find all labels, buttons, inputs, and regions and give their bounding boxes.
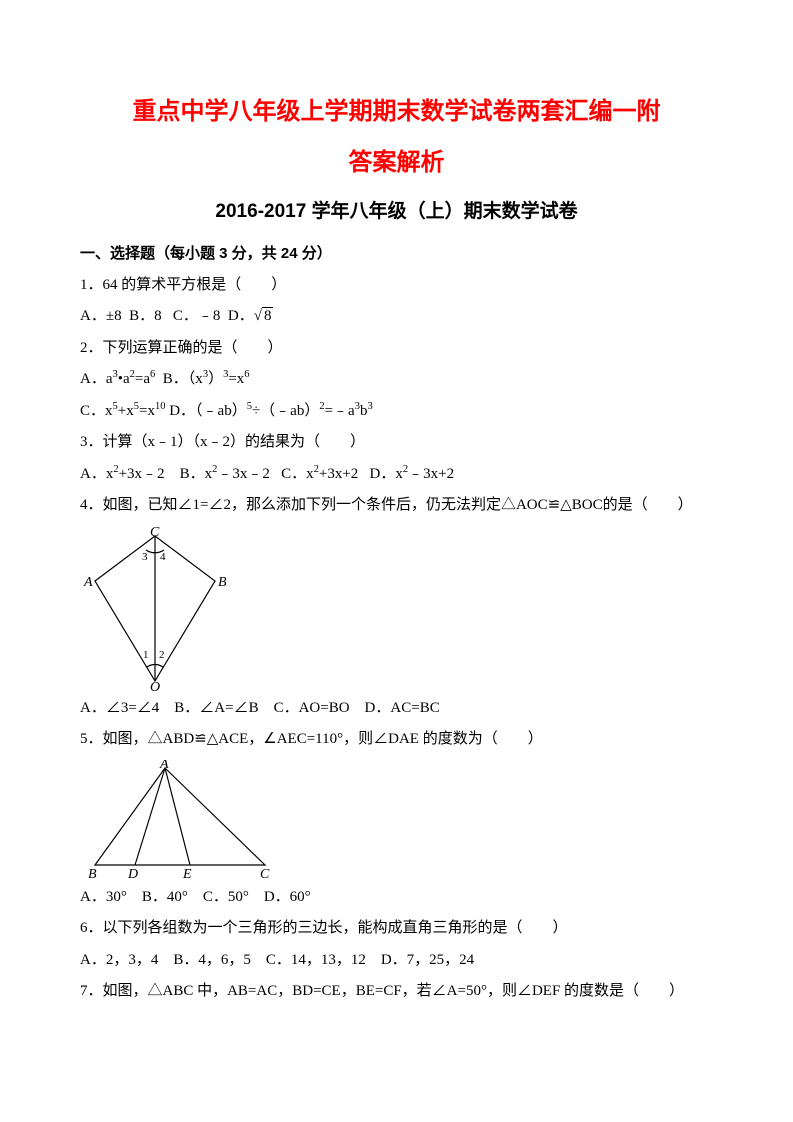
q2-optB-mid: ） <box>208 371 223 387</box>
q5-label-B: B <box>88 867 97 880</box>
question-6: 6．以下列各组数为一个三角形的三边长，能构成直角三角形的是（ ） A．2，3，4… <box>80 913 713 976</box>
q2-optA-mid: •a <box>118 371 130 387</box>
q2-optB-post: =x <box>228 371 244 387</box>
q2-options-line2: C．x5+x5=x10 D．（﹣ab）5÷（﹣ab）2=﹣a3b3 <box>80 396 713 428</box>
q4-figure: C A B O 3 4 1 2 <box>80 526 230 691</box>
q2-stem: 2．下列运算正确的是（ ） <box>80 333 713 365</box>
subtitle: 2016-2017 学年八年级（上）期末数学试卷 <box>80 192 713 232</box>
q4-options: A．∠3=∠4 B．∠A=∠B C．AO=BO D．AC=BC <box>80 693 713 725</box>
q2-optD-pre: D．（﹣ab） <box>169 403 247 419</box>
q4-label-O: O <box>150 680 160 691</box>
question-3: 3．计算（x﹣1）（x﹣2）的结果为（ ） A．x2+3x﹣2 B．x2﹣3x﹣… <box>80 427 713 490</box>
q4-label-2: 2 <box>159 649 165 661</box>
q4-label-4: 4 <box>160 551 166 563</box>
q5-label-E: E <box>182 867 192 880</box>
q2-optC-pre: C．x <box>80 403 113 419</box>
q3-stem: 3．计算（x﹣1）（x﹣2）的结果为（ ） <box>80 427 713 459</box>
q5-stem: 5．如图，△ABD≌△ACE，∠AEC=110°，则∠DAE 的度数为（ ） <box>80 724 713 756</box>
q2-optD-post: =﹣a <box>325 403 355 419</box>
q2-optB-pre: B．（x <box>163 371 203 387</box>
sqrt-icon: √8 <box>254 301 274 333</box>
q1-optC: C．﹣8 <box>173 308 221 324</box>
q5-figure: A B D E C <box>80 760 280 880</box>
q3-optC-pre: C．x <box>281 466 314 482</box>
q2-optC-post: =x <box>139 403 155 419</box>
q1-optD-prefix: D． <box>228 308 254 324</box>
q4-label-C: C <box>150 526 160 540</box>
q3-optB-post: ﹣3x﹣2 <box>217 466 270 482</box>
q4-label-B: B <box>218 575 227 590</box>
question-4: 4．如图，已知∠1=∠2，那么添加下列一个条件后，仍无法判定△AOC≌△BOC的… <box>80 490 713 724</box>
q3-optA-post: +3x﹣2 <box>119 466 165 482</box>
q3-optC-post: +3x+2 <box>319 466 358 482</box>
q2-optC-mid: +x <box>118 403 134 419</box>
q5-options: A．30° B．40° C．50° D．60° <box>80 882 713 914</box>
question-7: 7．如图，△ABC 中，AB=AC，BD=CE，BE=CF，若∠A=50°，则∠… <box>80 976 713 1008</box>
sup-3e: 3 <box>367 401 372 412</box>
q4-label-3: 3 <box>142 551 148 563</box>
q1-optD-rad: 8 <box>262 307 274 324</box>
q6-stem: 6．以下列各组数为一个三角形的三边长，能构成直角三角形的是（ ） <box>80 913 713 945</box>
question-1: 1．64 的算术平方根是（ ） A．±8 B．8 C．﹣8 D．√8 <box>80 270 713 333</box>
q1-optB: B．8 <box>129 308 162 324</box>
section-1-heading: 一、选择题（每小题 3 分，共 24 分） <box>80 238 713 270</box>
title-text-2: 答案解析 <box>349 149 445 176</box>
main-title-line2: 答案解析 <box>80 141 713 184</box>
q2-options-line1: A．a3•a2=a6 B．（x3）3=x6 <box>80 364 713 396</box>
q1-options: A．±8 B．8 C．﹣8 D．√8 <box>80 301 713 333</box>
main-title-line1: 重点中学八年级上学期期末数学试卷两套汇编一附 <box>80 90 713 133</box>
q5-label-D: D <box>127 867 138 880</box>
sup-10: 10 <box>155 401 166 412</box>
subtitle-text: 2016-2017 学年八年级（上）期末数学试卷 <box>215 201 577 222</box>
sup-6: 6 <box>150 369 155 380</box>
q5-label-A: A <box>159 760 169 772</box>
q3-optD-pre: D．x <box>370 466 403 482</box>
q2-optA-post: =a <box>135 371 150 387</box>
q2-optA-pre: A．a <box>80 371 113 387</box>
q5-label-C: C <box>260 867 270 880</box>
q6-options: A．2，3，4 B．4，6，5 C．14，13，12 D．7，25，24 <box>80 945 713 977</box>
q3-optD-post: ﹣3x+2 <box>408 466 454 482</box>
q3-optA-pre: A．x <box>80 466 113 482</box>
question-2: 2．下列运算正确的是（ ） A．a3•a2=a6 B．（x3）3=x6 C．x5… <box>80 333 713 428</box>
q3-optB-pre: B．x <box>180 466 213 482</box>
section-1-text: 一、选择题（每小题 3 分，共 24 分） <box>80 245 332 262</box>
q1-optA: A．±8 <box>80 308 122 324</box>
q1-stem: 1．64 的算术平方根是（ ） <box>80 270 713 302</box>
q7-stem: 7．如图，△ABC 中，AB=AC，BD=CE，BE=CF，若∠A=50°，则∠… <box>80 976 713 1008</box>
question-5: 5．如图，△ABD≌△ACE，∠AEC=110°，则∠DAE 的度数为（ ） A… <box>80 724 713 913</box>
q4-stem: 4．如图，已知∠1=∠2，那么添加下列一个条件后，仍无法判定△AOC≌△BOC的… <box>80 490 713 522</box>
title-text-1: 重点中学八年级上学期期末数学试卷两套汇编一附 <box>133 98 661 125</box>
q4-label-A: A <box>83 575 93 590</box>
q4-label-1: 1 <box>143 649 149 661</box>
q3-options: A．x2+3x﹣2 B．x2﹣3x﹣2 C．x2+3x+2 D．x2﹣3x+2 <box>80 459 713 491</box>
sup-6b: 6 <box>244 369 249 380</box>
q2-optD-mid: ÷（﹣ab） <box>252 403 319 419</box>
